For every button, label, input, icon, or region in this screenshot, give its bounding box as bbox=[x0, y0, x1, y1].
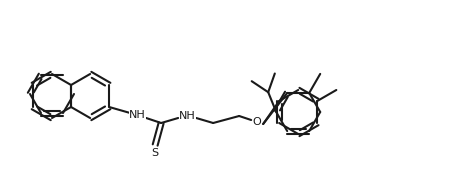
Text: NH: NH bbox=[129, 110, 146, 120]
Text: S: S bbox=[152, 148, 159, 158]
Text: NH: NH bbox=[179, 111, 196, 121]
Text: O: O bbox=[253, 117, 262, 127]
